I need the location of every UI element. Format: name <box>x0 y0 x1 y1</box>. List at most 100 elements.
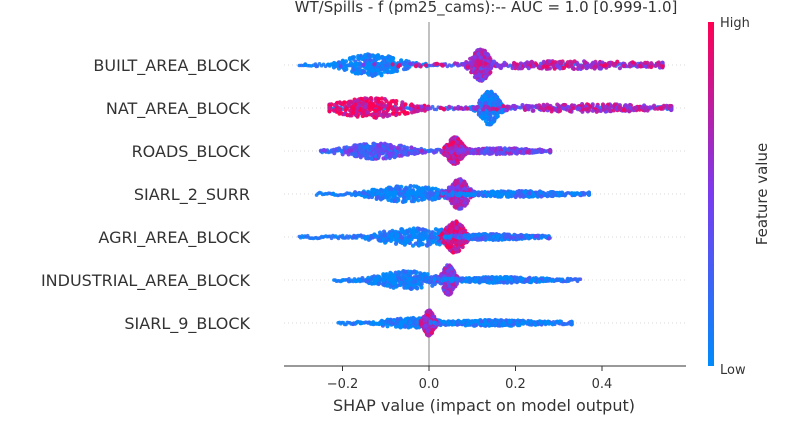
shap-point <box>379 113 383 117</box>
shap-point <box>434 196 438 200</box>
shap-point <box>483 51 487 55</box>
shap-point <box>571 106 575 110</box>
shap-point <box>524 233 528 237</box>
shap-point <box>596 109 600 113</box>
shap-point <box>608 109 612 113</box>
shap-point <box>471 151 475 155</box>
shap-point <box>382 104 386 108</box>
shap-point <box>503 235 507 239</box>
shap-point <box>483 75 487 79</box>
shap-point <box>532 64 536 68</box>
shap-point <box>444 148 448 152</box>
feature-row-points <box>327 90 673 127</box>
shap-point <box>477 78 481 82</box>
shap-point <box>542 60 546 64</box>
shap-point <box>658 106 662 110</box>
shap-point <box>396 64 400 68</box>
shap-point <box>515 150 519 154</box>
shap-point <box>349 148 353 152</box>
shap-point <box>395 238 399 242</box>
shap-point <box>441 107 445 111</box>
shap-point <box>361 191 365 195</box>
shap-point <box>409 184 413 188</box>
shap-point <box>456 137 460 141</box>
shap-point <box>557 193 561 197</box>
shap-point <box>373 109 377 113</box>
shap-point <box>447 105 451 109</box>
shap-point <box>420 105 424 109</box>
shap-point <box>496 146 500 150</box>
shap-point <box>525 61 529 65</box>
shap-point <box>367 238 371 242</box>
shap-point <box>348 56 352 60</box>
shap-point <box>532 149 536 153</box>
shap-point <box>332 148 336 152</box>
shap-point <box>497 151 501 155</box>
shap-point <box>473 237 477 241</box>
shap-point <box>403 199 407 203</box>
shap-point <box>448 193 452 197</box>
shap-point <box>458 223 462 227</box>
shap-point <box>548 59 552 63</box>
shap-point <box>417 240 421 244</box>
shap-point <box>525 150 529 154</box>
shap-point <box>660 64 664 68</box>
shap-point <box>585 66 589 70</box>
shap-point <box>583 60 587 64</box>
chart-title: WT/Spills - f (pm25_cams):-- AUC = 1.0 [… <box>295 0 678 17</box>
shap-point <box>512 236 516 240</box>
shap-point <box>455 226 459 230</box>
shap-point <box>443 235 447 239</box>
shap-point <box>485 90 489 94</box>
shap-point <box>551 190 555 194</box>
shap-point <box>576 63 580 67</box>
shap-point <box>622 64 626 68</box>
shap-point <box>370 73 374 77</box>
shap-point <box>333 103 337 107</box>
feature-row-points <box>298 219 552 254</box>
shap-point <box>471 193 475 197</box>
shap-point <box>488 235 492 239</box>
shap-point <box>481 112 485 116</box>
shap-point <box>453 61 457 65</box>
shap-point <box>355 98 359 102</box>
shap-point <box>371 54 375 58</box>
shap-point <box>341 235 345 239</box>
shap-point <box>377 100 381 104</box>
feature-row-points <box>298 48 665 83</box>
shap-point <box>322 148 326 152</box>
shap-point <box>440 192 444 196</box>
shap-point <box>354 102 358 106</box>
shap-point <box>389 146 393 150</box>
shap-point <box>353 149 357 153</box>
shap-point <box>555 64 559 68</box>
shap-point <box>359 233 363 237</box>
shap-point <box>553 108 557 112</box>
shap-point <box>594 65 598 69</box>
shap-point <box>476 52 480 56</box>
shap-point <box>561 106 565 110</box>
shap-point <box>473 55 477 59</box>
shap-point <box>514 195 518 199</box>
shap-point <box>491 102 495 106</box>
shap-point <box>303 63 307 67</box>
shap-point <box>547 106 551 110</box>
shap-point <box>409 230 413 234</box>
shap-point <box>372 62 376 66</box>
shap-point <box>406 111 410 115</box>
shap-point <box>363 53 367 57</box>
shap-point <box>393 199 397 203</box>
shap-point <box>363 59 367 63</box>
shap-point <box>631 60 635 64</box>
shap-point <box>463 234 467 238</box>
shap-point <box>495 107 499 111</box>
shap-point <box>542 108 546 112</box>
shap-point <box>367 53 371 57</box>
shap-point <box>418 191 422 195</box>
shap-point <box>531 109 535 113</box>
shap-point <box>406 194 410 198</box>
shap-point <box>478 237 482 241</box>
shap-point <box>428 191 432 195</box>
shap-point <box>378 238 382 242</box>
shap-point <box>474 63 478 67</box>
